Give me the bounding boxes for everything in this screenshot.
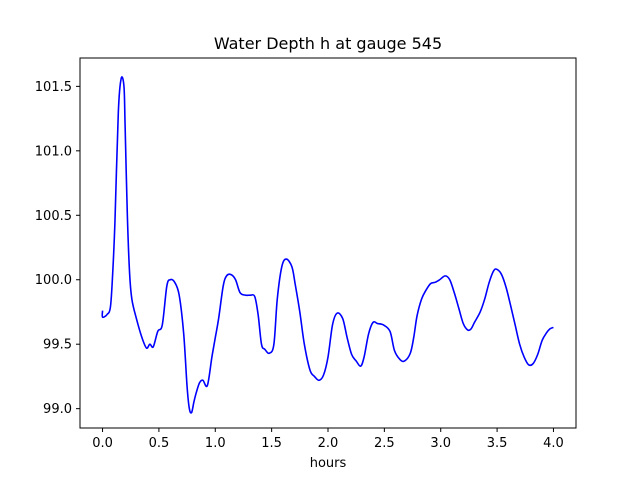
plot-area [101, 76, 554, 414]
y-tick-label: 101.0 [35, 144, 72, 159]
x-tick-label: 3.0 [430, 436, 451, 451]
x-tick-label: 1.5 [261, 436, 282, 451]
x-tick-label: 2.5 [374, 436, 395, 451]
chart-title: Water Depth h at gauge 545 [214, 34, 442, 53]
y-tick-label: 100.5 [35, 209, 72, 224]
x-tick-label: 3.5 [487, 436, 508, 451]
x-tick-label: 1.0 [205, 436, 226, 451]
y-tick-label: 101.5 [35, 80, 72, 95]
y-tick-label: 100.0 [35, 273, 72, 288]
x-tick-label: 0.0 [92, 436, 113, 451]
y-axis: 99.0 99.5 100.0 100.5 101.0 101.5 [35, 80, 80, 417]
y-tick-label: 99.5 [43, 338, 72, 353]
series-line [101, 76, 554, 414]
x-tick-label: 4.0 [543, 436, 564, 451]
y-tick-label: 99.0 [43, 402, 72, 417]
x-axis: 0.0 0.5 1.0 1.5 2.0 2.5 3.0 3.5 4.0 [92, 428, 564, 451]
x-tick-label: 0.5 [149, 436, 170, 451]
x-tick-label: 2.0 [318, 436, 339, 451]
x-axis-label: hours [310, 456, 347, 471]
